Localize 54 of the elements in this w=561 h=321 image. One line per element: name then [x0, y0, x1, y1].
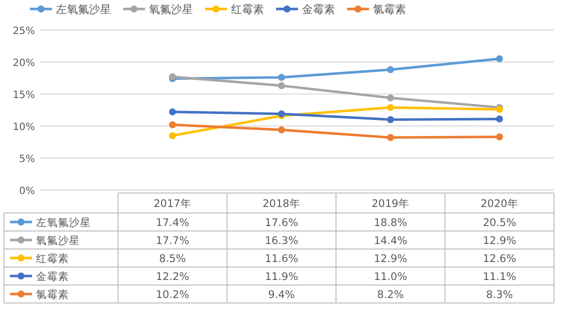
y-tick-label: 0%: [19, 186, 35, 197]
data-label: 12.9%: [374, 253, 408, 265]
data-label: 8.5%: [159, 253, 186, 265]
text: 氧氟沙星: [36, 235, 80, 247]
legend-label: 金霉素: [302, 3, 335, 16]
point: [387, 66, 394, 74]
y-tick-label: 10%: [12, 122, 35, 133]
point: [496, 115, 503, 122]
x-tick-label: 2020年: [480, 198, 518, 210]
y-tick-label: 15%: [12, 90, 35, 101]
point: [278, 74, 285, 81]
data-label: 18.8%: [374, 217, 408, 229]
point: [169, 132, 176, 140]
point: [278, 82, 285, 90]
data-label: 12.2%: [156, 271, 190, 283]
x-tick-label: 2017年: [154, 198, 192, 210]
data-label: 11.9%: [264, 271, 298, 283]
point: [496, 55, 503, 62]
y-tick-label: 20%: [12, 58, 35, 69]
point: [169, 108, 176, 116]
point: [278, 126, 285, 134]
data-label: 8.2%: [377, 289, 404, 301]
text: 左氧氟沙星: [36, 217, 91, 229]
data-label: 17.7%: [156, 235, 190, 247]
data-label: 8.3%: [486, 289, 513, 301]
y-tick-label: 25%: [12, 26, 35, 37]
data-label: 12.9%: [482, 235, 516, 247]
data-label: 17.6%: [264, 217, 298, 229]
point: [496, 133, 503, 140]
point: [387, 134, 394, 142]
data-label: 11.6%: [264, 253, 298, 265]
data-label: 10.2%: [156, 289, 190, 301]
x-tick-label: 2019年: [372, 198, 410, 210]
data-label: 14.4%: [374, 235, 408, 247]
y-tick-label: 5%: [19, 154, 35, 165]
text: 红霉素: [36, 253, 69, 265]
point: [169, 121, 176, 128]
legend-label: 左氧氟沙星: [56, 3, 111, 16]
text: 氯霉素: [36, 289, 69, 301]
point: [387, 94, 394, 102]
legend-label: 氧氟沙星: [149, 3, 193, 16]
data-label: 17.4%: [156, 217, 190, 229]
text: 金霉素: [36, 271, 69, 283]
data-label: 12.6%: [482, 253, 516, 265]
data-label: 11.0%: [374, 271, 408, 283]
data-label: 9.4%: [268, 289, 295, 301]
legend-label: 红霉素: [231, 3, 264, 16]
point: [387, 116, 394, 124]
x-tick-label: 2018年: [262, 198, 300, 210]
data-label: 11.1%: [482, 271, 516, 283]
data-label: 16.3%: [264, 235, 298, 247]
point: [387, 104, 394, 111]
legend-label: 氯霉素: [373, 3, 406, 16]
data-label: 20.5%: [482, 217, 516, 229]
